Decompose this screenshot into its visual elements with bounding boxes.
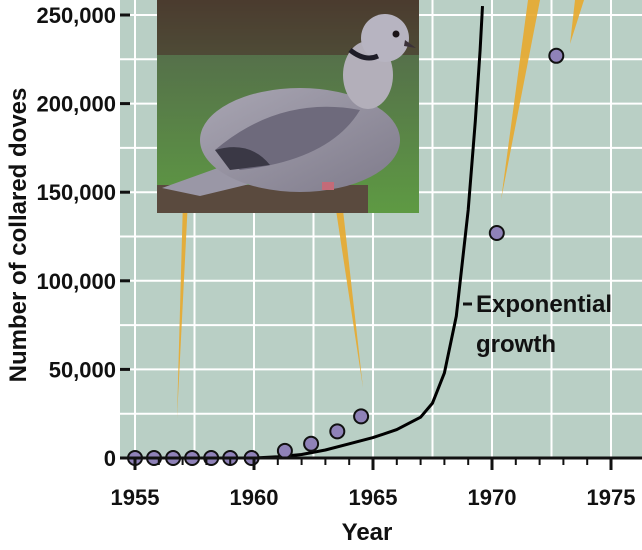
annotation-line-2: growth [476, 331, 556, 358]
dove-eye [392, 30, 400, 38]
beam-right-1 [501, 0, 540, 200]
beam-left [177, 200, 188, 418]
y-tick-label: 0 [104, 446, 116, 471]
beam-right-2 [570, 0, 584, 44]
y-tick-label: 250,000 [36, 3, 116, 28]
x-tick-label: 1970 [468, 485, 517, 510]
left-margin [0, 0, 120, 550]
x-tick-label: 1975 [587, 485, 636, 510]
annotation-exponential-growth: Exponential growth [463, 291, 612, 358]
y-tick-label: 50,000 [49, 357, 116, 382]
y-tick-label: 100,000 [36, 269, 116, 294]
collared-dove-photo [157, 0, 419, 213]
dove-beak [404, 40, 416, 48]
bottom-margin [120, 458, 642, 550]
y-axis-title: Number of collared doves [5, 88, 32, 383]
x-tick-label: 1960 [230, 485, 279, 510]
data-point [276, 442, 293, 459]
x-ticks: 1955 1960 1965 1970 1975 [111, 458, 636, 510]
dove-head [361, 14, 409, 62]
data-point [488, 225, 505, 241]
y-tick-label: 150,000 [36, 180, 116, 205]
dove-legs [322, 182, 334, 190]
decorative-beams [177, 0, 584, 418]
data-point [353, 408, 370, 425]
dove-wing-dark [215, 147, 270, 170]
data-point [303, 435, 320, 452]
x-tick-label: 1965 [349, 485, 398, 510]
x-tick-label: 1955 [111, 485, 160, 510]
annotation-line-1: Exponential [476, 291, 612, 318]
data-point [329, 423, 346, 440]
x-axis-title: Year [342, 519, 393, 546]
data-point [548, 47, 565, 64]
dove-collar [348, 48, 380, 61]
y-tick-label: 200,000 [36, 92, 116, 117]
beam-middle [336, 210, 363, 388]
y-ticks: 0 50,000 100,000 150,000 200,000 250,000 [36, 3, 130, 471]
